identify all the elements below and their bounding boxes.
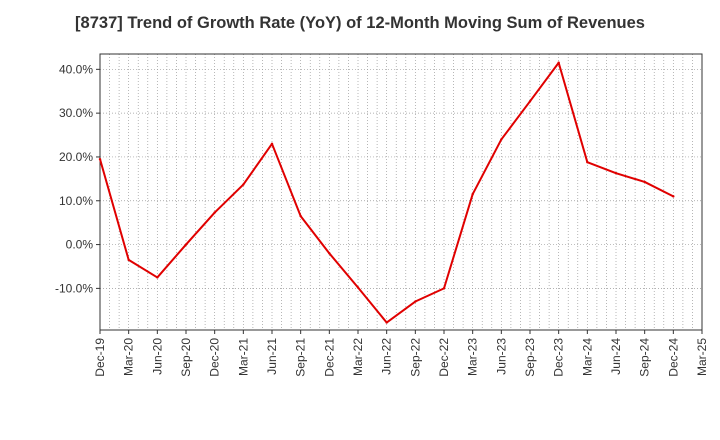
data-point (614, 171, 618, 175)
x-tick-label: Jun-20 (150, 338, 164, 375)
y-tick-label: 10.0% (59, 194, 93, 208)
x-tick-label: Dec-20 (208, 338, 222, 377)
x-tick-label: Dec-24 (666, 338, 680, 377)
x-tick-label: Sep-24 (638, 338, 652, 377)
data-point (156, 276, 159, 279)
x-tick-label: Dec-19 (93, 338, 107, 377)
x-tick-label: Sep-21 (294, 338, 308, 377)
data-point (586, 161, 589, 164)
plot-border (99, 53, 703, 331)
x-tick-label: Jun-21 (265, 338, 279, 375)
x-tick-label: Mar-20 (122, 338, 136, 376)
data-point (242, 183, 245, 186)
plot-area (100, 54, 702, 330)
data-point (385, 321, 388, 324)
x-tick-label: Dec-23 (552, 338, 566, 377)
x-tick-label: Mar-21 (236, 338, 250, 376)
y-tick-label: 0.0% (66, 238, 94, 252)
x-tick-label: Mar-25 (695, 338, 709, 376)
x-tick-label: Jun-22 (380, 338, 394, 375)
y-tick-label: 20.0% (59, 150, 93, 164)
x-tick-label: Jun-23 (494, 338, 508, 375)
x-tick-label: Sep-22 (408, 338, 422, 377)
data-point (356, 286, 360, 289)
data-point (528, 100, 532, 103)
data-point (557, 61, 560, 64)
x-tick-label: Mar-22 (351, 338, 365, 376)
data-point (184, 243, 188, 246)
data-point (299, 214, 302, 218)
data-point (127, 258, 130, 262)
y-tick-label: -10.0% (55, 281, 93, 295)
x-tick-label: Dec-21 (322, 338, 336, 377)
data-point (643, 180, 646, 184)
data-point (672, 195, 675, 198)
data-point (328, 252, 331, 255)
x-tick-label: Sep-20 (179, 338, 193, 377)
x-tick-label: Dec-22 (437, 338, 451, 377)
x-tick-label: Sep-23 (523, 338, 537, 377)
data-point (98, 157, 102, 161)
data-point (471, 192, 474, 196)
x-tick-label: Mar-24 (580, 338, 594, 376)
data-point (414, 300, 417, 303)
y-tick-label: 40.0% (59, 62, 93, 76)
chart-title: [8737] Trend of Growth Rate (YoY) of 12-… (75, 14, 645, 32)
data-point (442, 287, 446, 290)
data-point (500, 138, 503, 141)
y-tick-label: 30.0% (59, 106, 93, 120)
data-point (270, 142, 274, 146)
x-tick-label: Mar-23 (466, 338, 480, 376)
data-point (213, 211, 216, 214)
x-tick-label: Jun-24 (609, 338, 623, 375)
